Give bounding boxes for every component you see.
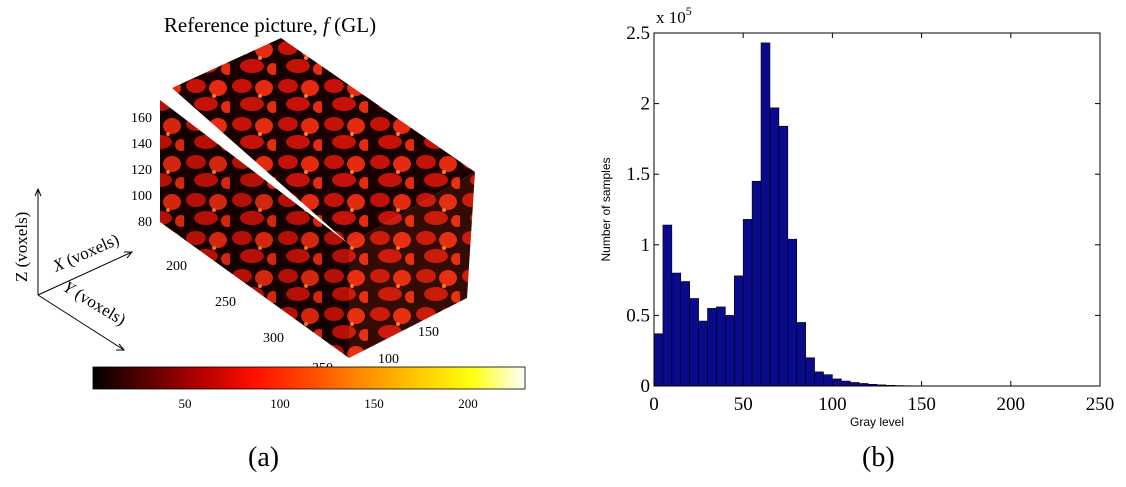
x-tick-label: 250: [1086, 394, 1115, 415]
histogram-bar: [654, 334, 663, 386]
y-tick-label: 1.5: [626, 164, 650, 185]
histogram-bar: [672, 273, 681, 386]
caption-b: (b): [862, 442, 895, 474]
histogram-bar: [832, 379, 841, 386]
histogram-chart: 0 50 100 150 200 250 0 0.5 1 1.5 2 2.5 x 105 Gray l…: [560, 0, 1126, 482]
z-tick: 140: [131, 137, 152, 152]
volume-render-figure: Reference picture, f (GL) 160 140 120 10…: [0, 0, 560, 482]
y-tick-label: 0.5: [626, 305, 650, 326]
histogram-bar: [708, 308, 717, 386]
histogram-bar: [734, 276, 743, 386]
y-tick: 250: [215, 295, 236, 310]
z-axis-ticks: 160 140 120 100 80: [131, 111, 152, 230]
x-tick-label: 150: [907, 394, 936, 415]
colorbar: [93, 367, 525, 389]
histogram-bar: [806, 358, 815, 386]
y-tick: 200: [166, 259, 187, 274]
histogram-bar: [788, 239, 797, 386]
histogram-bar: [743, 219, 752, 386]
histogram-bar: [725, 315, 734, 386]
caption-a: (a): [248, 442, 279, 474]
colorbar-ticks: 50 100 150 200: [179, 396, 478, 411]
panel-a-volume-render: Reference picture, f (GL) 160 140 120 10…: [0, 0, 560, 482]
colorbar-tick: 150: [364, 396, 384, 411]
z-tick: 80: [138, 215, 152, 230]
y-axis-label: Number of samples: [599, 157, 613, 261]
z-tick: 160: [131, 111, 152, 126]
panel-a-title: Reference picture, f (GL): [164, 13, 376, 37]
histogram-bar: [823, 375, 832, 386]
histogram-bar: [663, 225, 672, 386]
histogram-bar: [690, 298, 699, 386]
y-tick-label: 1: [641, 235, 651, 256]
histogram-bar: [761, 43, 770, 386]
y-axis-label: Y (voxels): [60, 277, 129, 329]
z-axis-label: Z (voxels): [12, 212, 31, 282]
x-tick: 150: [418, 325, 439, 340]
x-tick: 100: [378, 352, 399, 367]
y-tick: 300: [263, 331, 284, 346]
histogram-bar: [815, 372, 824, 386]
x-axis-label: Gray level: [850, 415, 904, 429]
histogram-bar: [716, 307, 725, 386]
histogram-bar: [797, 322, 806, 386]
y-tick-label: 2.5: [626, 23, 650, 44]
x-tick-label: 200: [997, 394, 1026, 415]
histogram-bar: [850, 382, 859, 386]
colorbar-tick: 100: [270, 396, 290, 411]
panel-b-histogram: 0 50 100 150 200 250 0 0.5 1 1.5 2 2.5 x 105 Gray l…: [560, 0, 1126, 482]
z-tick: 100: [131, 189, 152, 204]
x-axis-label: X (voxels): [49, 230, 122, 276]
y-scale-multiplier: x 105: [656, 4, 692, 27]
y-tick-label: 2: [641, 94, 651, 115]
histogram-bar: [779, 126, 788, 386]
z-tick: 120: [131, 163, 152, 178]
colorbar-tick: 200: [458, 396, 478, 411]
histogram-bar: [699, 321, 708, 386]
x-tick-label: 0: [649, 394, 659, 415]
x-tick-label: 50: [734, 394, 753, 415]
y-tick-label: 0: [641, 376, 651, 397]
histogram-bar: [752, 181, 761, 386]
histogram-bar: [681, 282, 690, 386]
colorbar-tick: 50: [179, 396, 192, 411]
histogram-bars: [654, 43, 913, 386]
histogram-bar: [841, 381, 850, 386]
x-tick-label: 100: [818, 394, 847, 415]
histogram-bar: [770, 108, 779, 386]
